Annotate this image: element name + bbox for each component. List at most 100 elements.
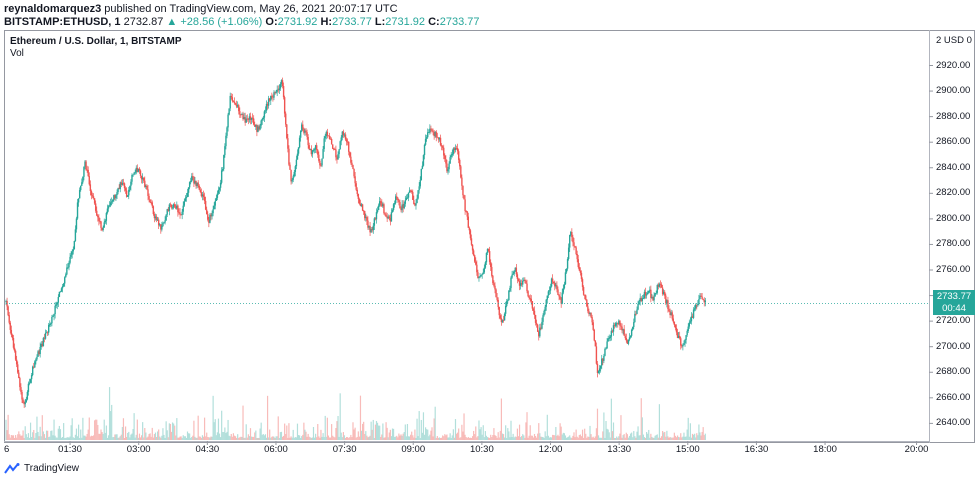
volume-bar xyxy=(301,436,303,440)
volume-bar xyxy=(564,435,567,440)
volume-bar xyxy=(694,433,696,440)
candle-body xyxy=(327,135,330,137)
candle-body xyxy=(688,322,691,327)
volume-bar xyxy=(9,437,11,440)
volume-bar xyxy=(458,428,460,440)
volume-bar xyxy=(536,437,538,440)
volume-bar xyxy=(616,436,618,440)
volume-bar xyxy=(82,417,84,440)
volume-bar xyxy=(227,419,229,440)
candle-body xyxy=(516,274,519,280)
volume-bar xyxy=(255,430,257,440)
volume-bar xyxy=(124,426,127,440)
volume-bar xyxy=(88,417,90,440)
candle-body xyxy=(474,255,476,262)
volume-bar xyxy=(305,431,307,440)
volume-bar xyxy=(681,437,683,440)
candle-body xyxy=(7,306,9,316)
symbol-name: BITSTAMP:ETHUSD, 1 xyxy=(4,16,121,28)
volume-bar xyxy=(24,426,26,440)
chart-frame xyxy=(4,30,975,443)
price-tag-value: 2733.77 xyxy=(936,291,972,302)
candle-body xyxy=(35,359,37,362)
volume-bar xyxy=(634,436,636,440)
volume-bar xyxy=(63,423,65,440)
volume-bar xyxy=(165,421,167,440)
footer-brand[interactable]: TradingView xyxy=(4,463,79,474)
candle-body xyxy=(704,300,707,303)
candle-body xyxy=(103,222,105,228)
candle-body xyxy=(83,166,85,177)
candle-body xyxy=(492,275,494,284)
candle-body xyxy=(637,304,639,310)
candle-body xyxy=(193,176,195,184)
candle-body xyxy=(239,111,241,115)
candle-body xyxy=(70,254,72,257)
candle-body xyxy=(241,114,243,115)
volume-bar xyxy=(676,435,679,440)
volume-bar xyxy=(107,435,110,440)
candle-body xyxy=(315,145,318,150)
candle-body xyxy=(491,267,493,276)
candle-body xyxy=(38,351,40,355)
volume-bar xyxy=(450,437,452,440)
volume-label: Vol xyxy=(10,48,24,59)
volume-bar xyxy=(503,437,506,440)
volume-bar xyxy=(194,436,196,440)
candle-body xyxy=(39,346,41,355)
candle-body xyxy=(41,343,44,347)
volume-bar xyxy=(18,431,20,440)
volume-bar xyxy=(315,433,317,440)
candle-body xyxy=(384,213,386,215)
candle-body xyxy=(25,399,27,402)
candle-body xyxy=(658,283,661,287)
volume-bar xyxy=(55,437,57,440)
candle-body xyxy=(29,379,32,383)
volume-bar xyxy=(701,431,703,440)
candle-body xyxy=(567,247,570,259)
publisher-username[interactable]: reynaldomarquez3 xyxy=(4,3,102,15)
volume-bar xyxy=(662,430,664,440)
price-tick-label: 2660.00 xyxy=(936,391,971,403)
volume-bar xyxy=(351,437,353,440)
volume-bar xyxy=(648,429,650,440)
candle-body xyxy=(125,190,128,197)
candle-body xyxy=(507,300,509,302)
candle-body xyxy=(457,151,460,160)
candle-body xyxy=(349,151,351,157)
volume-bar xyxy=(602,431,604,440)
candle-body xyxy=(175,206,177,209)
volume-bar xyxy=(570,437,572,440)
volume-bar xyxy=(114,434,116,440)
candle-body xyxy=(123,183,126,189)
candle-body xyxy=(299,130,302,138)
candle-body xyxy=(130,181,132,187)
candle-body xyxy=(645,294,648,296)
axis-currency-label[interactable]: 2 USD 0 xyxy=(936,35,972,46)
candle-body xyxy=(52,315,54,317)
candle-body xyxy=(182,205,184,212)
candle-body xyxy=(618,320,620,325)
volume-bar xyxy=(161,435,163,440)
volume-bar xyxy=(652,437,654,440)
volume-bar xyxy=(443,436,445,440)
candle-body xyxy=(43,337,46,339)
candle-body xyxy=(314,145,317,150)
volume-bar xyxy=(134,437,136,440)
volume-bar xyxy=(229,436,231,440)
candle-body xyxy=(69,256,71,263)
volume-bar xyxy=(101,432,103,440)
candle-body xyxy=(297,147,300,154)
candle-body xyxy=(85,161,87,170)
candle-body xyxy=(94,203,97,211)
volume-bar xyxy=(91,436,94,440)
high-label: H: xyxy=(320,16,333,28)
volume-bar xyxy=(668,437,670,440)
volume-bar xyxy=(550,437,553,440)
volume-bar xyxy=(527,437,529,440)
time-tick-label: 15:00 xyxy=(675,444,700,455)
volume-bar xyxy=(442,435,444,440)
candle-body xyxy=(529,297,531,299)
candle-body xyxy=(74,229,77,241)
